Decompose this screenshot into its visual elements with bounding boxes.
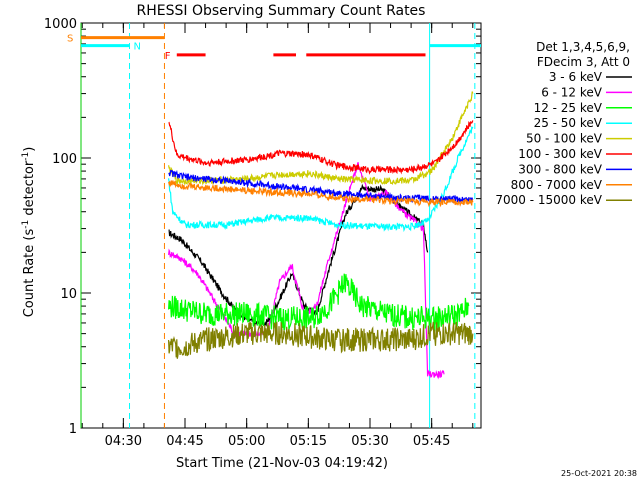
legend-label: 300 - 800 keV xyxy=(518,162,602,176)
y-tick-label: 1000 xyxy=(44,17,77,32)
series-line xyxy=(168,183,429,327)
series-line xyxy=(168,273,470,332)
x-tick-label: 05:00 xyxy=(228,434,265,449)
x-tick-label: 04:30 xyxy=(105,434,142,449)
legend-label: 6 - 12 keV xyxy=(541,85,603,99)
legend-label: 7000 - 15000 keV xyxy=(495,193,602,207)
x-tick-label: 04:45 xyxy=(166,434,203,449)
y-axis-label-main: Count Rate (s xyxy=(22,229,37,318)
y-tick-label: 100 xyxy=(52,152,77,167)
series-line xyxy=(168,180,474,208)
series-line xyxy=(168,126,474,233)
legend-label: 3 - 6 keV xyxy=(549,70,603,84)
legend-label: 25 - 50 keV xyxy=(534,116,603,130)
footer-timestamp: 25-Oct-2021 20:38 xyxy=(561,469,637,478)
status-band-label: S xyxy=(67,34,73,45)
series-line xyxy=(168,169,474,204)
x-tick-label: 05:30 xyxy=(351,434,388,449)
series-line xyxy=(168,321,474,359)
y-axis-label-mid: detector xyxy=(22,160,37,220)
legend-label: 100 - 300 keV xyxy=(518,147,602,161)
x-tick-label: 05:45 xyxy=(413,434,450,449)
legend-label: 50 - 100 keV xyxy=(526,132,603,146)
x-axis-label: Start Time (21-Nov-03 04:19:42) xyxy=(176,456,388,471)
series-line xyxy=(168,91,474,186)
plot-area: 1 10 100 1000 04:30 04:45 05:00 05:15 05:30 05:45… xyxy=(44,17,482,449)
chart-title: RHESSI Observing Summary Count Rates xyxy=(137,3,426,19)
legend-label: 800 - 7000 keV xyxy=(511,178,603,192)
status-band-label: F xyxy=(165,51,171,62)
y-tick-label: 1 xyxy=(69,422,77,437)
legend-label: 12 - 25 keV xyxy=(534,101,603,115)
y-axis-label: Count Rate (s-1 detector-1) xyxy=(21,147,37,318)
y-axis-label-sup1: -1 xyxy=(21,220,31,229)
y-axis-label-sup2: -1 xyxy=(21,152,31,161)
x-tick-label: 05:15 xyxy=(290,434,327,449)
legend-header-line2: FDecim 3, Att 0 xyxy=(537,55,630,69)
series-line xyxy=(168,120,474,175)
y-tick-label: 10 xyxy=(60,287,77,302)
legend-header-line1: Det 1,3,4,5,6,9, xyxy=(536,40,630,54)
status-band-label: N xyxy=(134,42,141,53)
y-axis-label-end: ) xyxy=(22,147,37,152)
